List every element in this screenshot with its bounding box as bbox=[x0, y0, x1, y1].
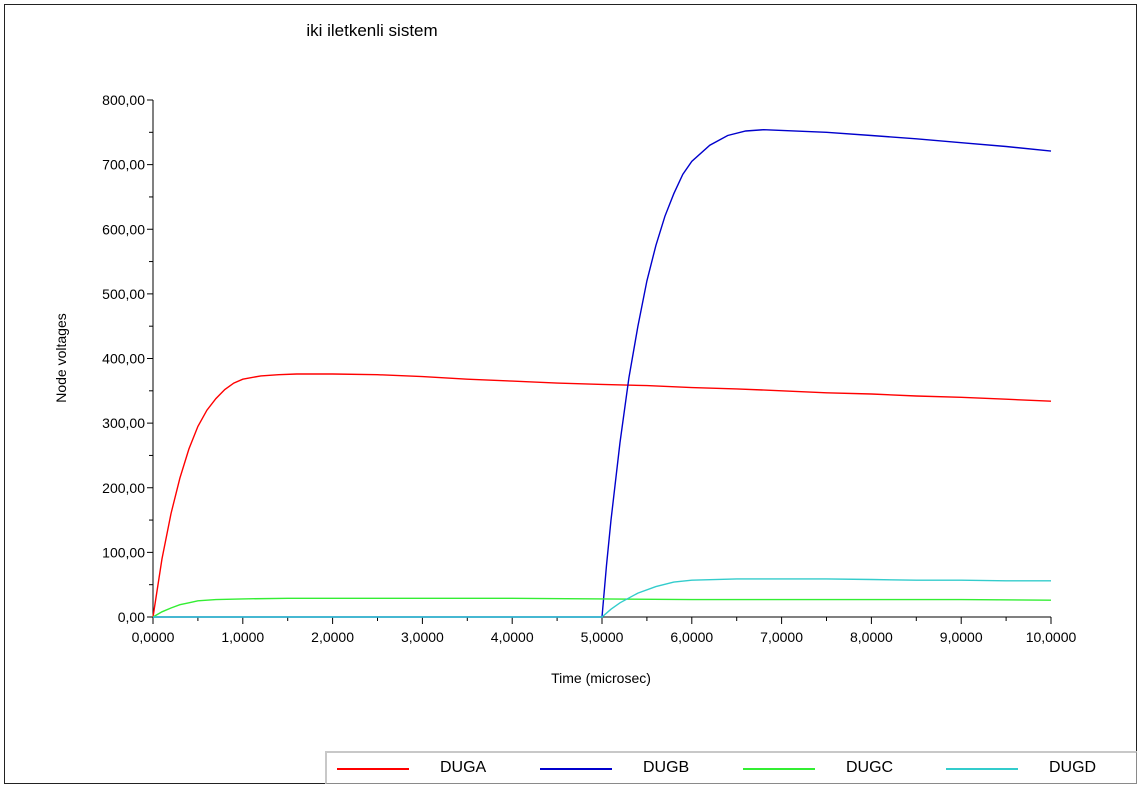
legend-swatch-duga bbox=[337, 768, 409, 770]
legend-label-duga: DUGA bbox=[440, 759, 487, 776]
y-tick-label: 400,00 bbox=[102, 351, 145, 367]
series-layer bbox=[152, 128, 1052, 618]
x-tick-label: 8,0000 bbox=[850, 629, 893, 645]
legend-swatch-dugc bbox=[743, 768, 815, 770]
y-tick-label: 0,00 bbox=[118, 609, 145, 625]
y-tick-label: 300,00 bbox=[102, 415, 145, 431]
legend-item-dugd: DUGD bbox=[936, 753, 1139, 784]
legend-swatch-dugb bbox=[540, 768, 612, 770]
x-tick-label: 3,0000 bbox=[401, 629, 444, 645]
series-line-dugc bbox=[152, 597, 1052, 618]
x-tick-label: 4,0000 bbox=[491, 629, 534, 645]
y-tick-label: 800,00 bbox=[102, 92, 145, 108]
x-tick-label: 10,0000 bbox=[1026, 629, 1077, 645]
y-tick-label: 200,00 bbox=[102, 480, 145, 496]
y-tick-label: 100,00 bbox=[102, 544, 145, 560]
legend-label-dugc: DUGC bbox=[846, 759, 894, 776]
y-tick-label: 700,00 bbox=[102, 157, 145, 173]
y-tick-label: 600,00 bbox=[102, 221, 145, 237]
legend-label-dugb: DUGB bbox=[643, 759, 690, 776]
x-tick-label: 2,0000 bbox=[311, 629, 354, 645]
x-tick-label: 5,0000 bbox=[581, 629, 624, 645]
legend: DUGA DUGB DUGC DUGD bbox=[325, 751, 1137, 784]
legend-item-dugb: DUGB bbox=[530, 753, 733, 784]
y-axis-label: Node voltages bbox=[53, 313, 69, 403]
chart-frame bbox=[4, 4, 1137, 784]
x-tick-label: 6,0000 bbox=[670, 629, 713, 645]
x-tick-label: 0,0000 bbox=[132, 629, 175, 645]
chart-title: iki iletkenli sistem bbox=[306, 21, 437, 40]
legend-swatch-dugd bbox=[946, 768, 1018, 770]
series-line-dugb bbox=[153, 128, 1052, 618]
axes: 0,00 100,00 200,00 300,00 400,00 500,00 600,00… bbox=[102, 92, 1076, 645]
legend-label-dugd: DUGD bbox=[1049, 759, 1097, 776]
legend-item-duga: DUGA bbox=[327, 753, 530, 784]
series-line-dugd bbox=[153, 578, 1051, 618]
x-tick-label: 7,0000 bbox=[760, 629, 803, 645]
legend-item-dugc: DUGC bbox=[733, 753, 936, 784]
series-line-duga bbox=[152, 373, 1052, 618]
x-axis-label: Time (microsec) bbox=[551, 670, 651, 686]
x-tick-label: 9,0000 bbox=[940, 629, 983, 645]
x-tick-label: 1,0000 bbox=[221, 629, 264, 645]
y-tick-label: 500,00 bbox=[102, 286, 145, 302]
